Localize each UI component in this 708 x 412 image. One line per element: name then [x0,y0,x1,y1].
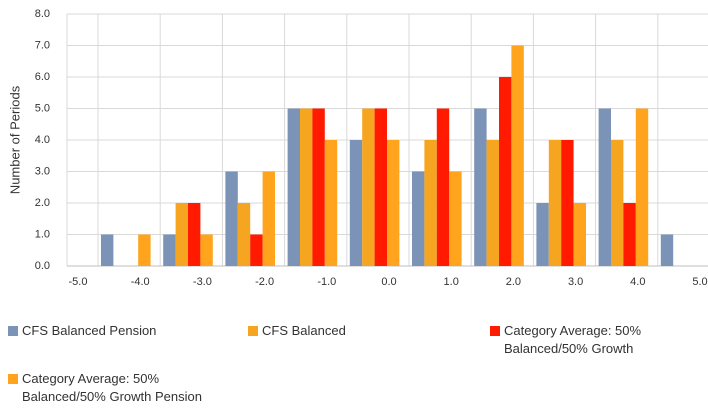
bar [175,203,188,266]
x-tick-label: 0.0 [381,276,396,288]
bar [499,77,512,266]
x-tick-label: 5.0 [692,276,707,288]
bar [324,140,338,266]
bar [300,108,313,266]
legend-item: Category Average: 50% Balanced/50% Growt… [490,322,679,358]
y-tick-label: 7.0 [35,39,50,51]
bar [449,171,462,266]
y-tick-label: 4.0 [35,134,50,146]
legend-label: CFS Balanced Pension [22,323,157,338]
bar [660,234,674,266]
bar [188,203,201,266]
bar [387,140,400,266]
bar [138,234,151,266]
bar [262,171,275,266]
bar [635,108,649,266]
x-tick-label: -5.0 [69,276,88,288]
bar [424,140,437,266]
bar [362,108,375,266]
x-tick-label: 4.0 [630,276,645,288]
bar [237,203,251,266]
bar [536,203,549,266]
x-tick-label: -1.0 [317,276,336,288]
bar [573,203,586,266]
bar [349,140,363,266]
legend-label: Category Average: 50% Balanced/50% Growt… [22,371,202,404]
plot: Number of Periods 0.0 1.0 2.0 3.0 4.0 5.0 6.0 7… [7,8,708,288]
bar [611,140,624,266]
legend-label: Category Average: 50% Balanced/50% Growt… [504,323,642,356]
legend-swatch [248,326,258,336]
bar [623,203,636,266]
bar [511,45,524,266]
bar [101,234,114,266]
x-tick-label: -2.0 [255,276,274,288]
y-tick-label: 3.0 [35,165,50,177]
bar [412,171,425,266]
bar [436,108,450,266]
legend-item: CFS Balanced Pension [8,322,222,340]
x-tick-label: -4.0 [131,276,150,288]
x-tick-label: 2.0 [506,276,521,288]
legend-item: CFS Balanced [248,322,462,340]
bar [474,108,487,266]
bar [287,108,300,266]
legend-swatch [8,326,18,336]
x-tick-label: 1.0 [444,276,459,288]
y-tick-label: 2.0 [35,197,50,209]
bar [374,108,387,266]
bar [250,234,263,266]
bar [486,140,499,266]
x-tick-label: -3.0 [193,276,212,288]
y-tick-label: 0.0 [35,260,50,272]
bar [561,140,574,266]
legend-item: Category Average: 50% Balanced/50% Growt… [8,370,222,406]
y-tick-label: 6.0 [35,71,50,83]
y-tick-label: 8.0 [35,8,50,20]
y-tick-label: 5.0 [35,102,50,114]
bar [598,108,611,266]
x-tick-label: 3.0 [568,276,583,288]
y-tick-label: 1.0 [35,228,50,240]
legend-swatch [8,374,18,384]
bar [548,140,562,266]
legend-swatch [490,326,500,336]
bar [200,234,213,266]
bar [163,234,176,266]
y-axis-label: Number of Periods [7,85,22,194]
bar [225,171,238,266]
legend-label: CFS Balanced [262,323,346,338]
bar [312,108,325,266]
